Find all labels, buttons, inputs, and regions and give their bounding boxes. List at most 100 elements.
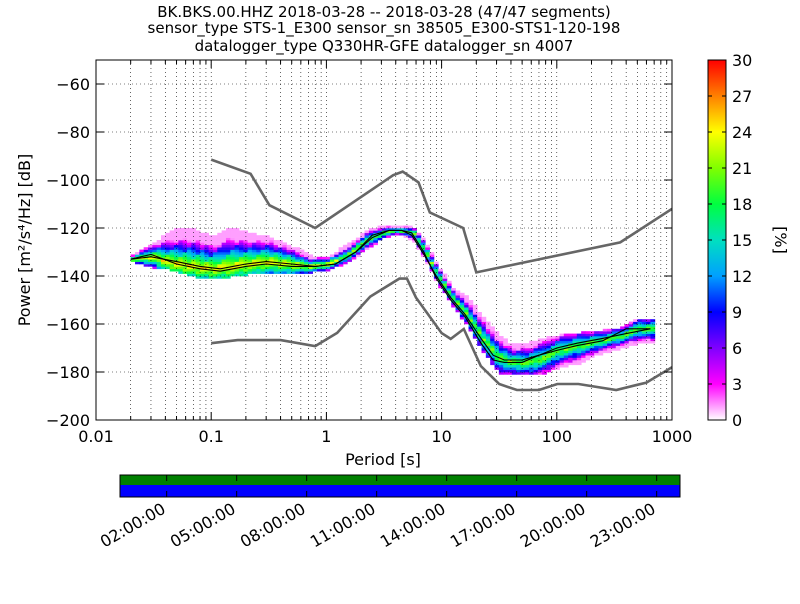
heatmap-cell — [169, 254, 175, 258]
heatmap-cell — [533, 352, 539, 356]
heatmap-cell — [477, 333, 482, 337]
heatmap-cell — [264, 242, 270, 246]
heatmap-cell — [425, 247, 430, 250]
heatmap-cell — [247, 240, 253, 243]
heatmap-cell — [420, 247, 426, 250]
heatmap-cell — [576, 338, 582, 342]
heatmap-cell — [347, 244, 352, 248]
heatmap-cell — [611, 345, 617, 349]
heatmap-cell — [195, 259, 201, 262]
heatmap-cell — [225, 273, 231, 277]
heatmap-cell — [329, 259, 335, 262]
heatmap-cell — [516, 343, 521, 346]
heatmap-cell — [260, 240, 266, 243]
heatmap-cell — [295, 261, 300, 265]
heatmap-cell — [559, 350, 565, 354]
heatmap-cell — [334, 252, 339, 255]
heatmap-cell — [186, 268, 192, 272]
heatmap-cell — [169, 235, 175, 238]
heatmap-cell — [191, 228, 197, 231]
heatmap-cell — [620, 345, 625, 349]
heatmap-cell — [212, 276, 218, 279]
heatmap-cell — [507, 364, 513, 368]
heatmap-cell — [161, 259, 166, 262]
heatmap-cell — [555, 364, 560, 368]
y-tick-label: −200 — [46, 411, 90, 430]
heatmap-cell — [173, 240, 179, 243]
heatmap-cell — [251, 254, 257, 258]
heatmap-cell — [607, 348, 612, 351]
heatmap-cell — [256, 271, 262, 274]
heatmap-cell — [251, 266, 257, 270]
heatmap-cell — [633, 324, 638, 327]
heatmap-cell — [251, 237, 257, 241]
heatmap-cell — [161, 244, 166, 248]
heatmap-cell — [425, 249, 430, 253]
heatmap-cell — [264, 247, 270, 250]
heatmap-cell — [230, 237, 236, 241]
heatmap-cell — [494, 343, 500, 346]
heatmap-cell — [607, 350, 612, 354]
heatmap-cell — [646, 321, 651, 325]
heatmap-cell — [559, 333, 565, 337]
heatmap-cell — [238, 256, 244, 260]
heatmap-cell — [217, 256, 223, 260]
heatmap-cell — [585, 340, 591, 344]
heatmap-cell — [477, 340, 482, 344]
heatmap-cell — [347, 256, 352, 260]
heatmap-cell — [152, 252, 158, 255]
heatmap-cell — [451, 288, 456, 291]
heatmap-cell — [364, 244, 370, 248]
heatmap-cell — [195, 244, 201, 248]
heatmap-cell — [399, 225, 404, 229]
heatmap-cell — [472, 316, 478, 320]
heatmap-cell — [212, 259, 218, 262]
heatmap-cell — [373, 228, 378, 231]
heatmap-cell — [537, 345, 543, 349]
heatmap-cell — [529, 360, 534, 363]
heatmap-cell — [290, 268, 296, 272]
heatmap-cell — [165, 232, 171, 236]
heatmap-cell — [455, 297, 461, 301]
heatmap-cell — [516, 360, 521, 363]
heatmap-cell — [537, 364, 543, 368]
heatmap-cell — [646, 333, 651, 337]
heatmap-cell — [542, 367, 547, 370]
heatmap-cell — [195, 254, 201, 258]
heatmap-cell — [251, 256, 257, 260]
heatmap-cell — [186, 230, 192, 234]
heatmap-cell — [299, 271, 305, 274]
heatmap-cell — [316, 259, 322, 262]
heatmap-cell — [650, 319, 656, 322]
heatmap-cell — [611, 336, 617, 339]
heatmap-cell — [225, 256, 231, 260]
heatmap-cell — [533, 372, 539, 375]
heatmap-cell — [511, 364, 517, 368]
heatmap-cell — [208, 256, 214, 260]
heatmap-cell — [225, 264, 231, 267]
heatmap-cell — [550, 338, 556, 342]
heatmap-cell — [594, 350, 599, 354]
heatmap-cell — [628, 321, 634, 325]
heatmap-cell — [386, 235, 391, 238]
heatmap-cell — [256, 240, 262, 243]
heatmap-cell — [169, 237, 175, 241]
heatmap-cell — [217, 240, 223, 243]
heatmap-cell — [247, 271, 253, 274]
heatmap-cell — [559, 343, 565, 346]
heatmap-cell — [598, 350, 604, 354]
heatmap-cell — [607, 343, 612, 346]
heatmap-cell — [342, 261, 348, 265]
heatmap-cell — [633, 319, 638, 322]
heatmap-cell — [568, 362, 573, 366]
heatmap-cell — [559, 355, 565, 358]
heatmap-cell — [329, 254, 335, 258]
heatmap-cell — [286, 271, 292, 274]
heatmap-cell — [195, 268, 201, 272]
heatmap-cell — [199, 264, 205, 267]
heatmap-cell — [537, 348, 543, 351]
heatmap-cell — [199, 242, 205, 246]
title-line-1: BK.BKS.00.HHZ 2018-03-28 -- 2018-03-28 (… — [157, 3, 611, 21]
heatmap-cell — [135, 254, 140, 258]
heatmap-cell — [148, 244, 153, 248]
